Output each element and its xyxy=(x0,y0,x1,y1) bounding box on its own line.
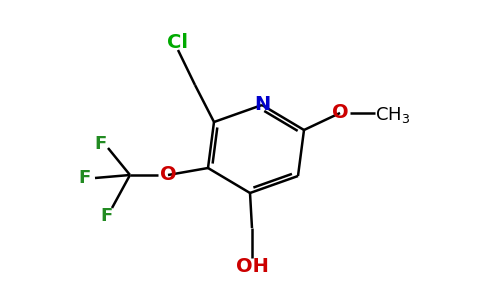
Text: F: F xyxy=(94,135,106,153)
Text: Cl: Cl xyxy=(167,32,188,52)
Text: O: O xyxy=(160,166,176,184)
Text: CH$_3$: CH$_3$ xyxy=(376,105,410,125)
Text: N: N xyxy=(254,95,270,115)
Text: F: F xyxy=(101,207,113,225)
Text: OH: OH xyxy=(236,256,269,275)
Text: O: O xyxy=(332,103,348,122)
Text: F: F xyxy=(79,169,91,187)
